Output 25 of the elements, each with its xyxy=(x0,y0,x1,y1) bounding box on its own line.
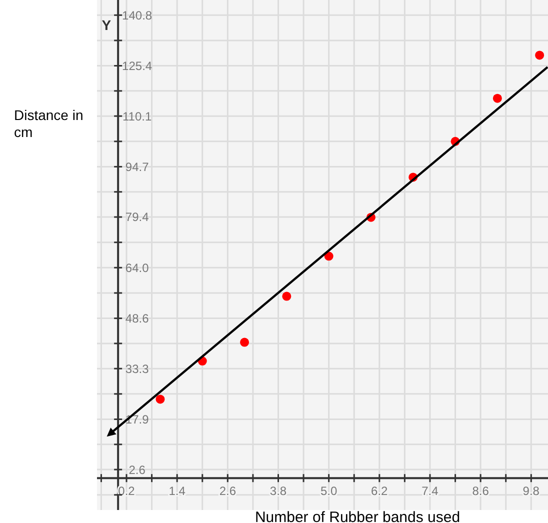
y-tick-label: 110.1 xyxy=(122,109,152,124)
x-tick-label: 2.6 xyxy=(219,484,236,498)
x-tick-label: 9.8 xyxy=(522,484,540,498)
x-tick-label: 5.0 xyxy=(320,484,338,498)
y-tick-label: 33.3 xyxy=(125,362,150,376)
x-tick-label: 7.4 xyxy=(422,484,439,498)
y-tick-label: 79.4 xyxy=(125,210,150,224)
annotation: Y xyxy=(102,17,112,33)
y-axis-title: Distance in cm xyxy=(14,107,84,140)
y-tick-label: 64.0 xyxy=(125,260,150,275)
point xyxy=(156,394,165,404)
x-tick-label: 1.4 xyxy=(168,484,186,498)
point xyxy=(535,50,544,60)
y-tick-label: 48.6 xyxy=(125,312,150,326)
x-axis-title: Number of Rubber bands used xyxy=(254,509,460,523)
y-tick-label: 140.8 xyxy=(122,8,152,22)
y-tick-label: 94.7 xyxy=(125,160,150,174)
x-tick-label: 8.6 xyxy=(472,484,490,498)
y-tick-label: 125.4 xyxy=(122,58,152,73)
x-tick-label: 6.2 xyxy=(371,484,388,498)
point xyxy=(240,338,250,347)
point xyxy=(282,292,292,301)
y-tick-label: 2.6 xyxy=(128,462,146,477)
x-tick-label: 3.8 xyxy=(270,484,287,498)
point xyxy=(492,94,502,103)
